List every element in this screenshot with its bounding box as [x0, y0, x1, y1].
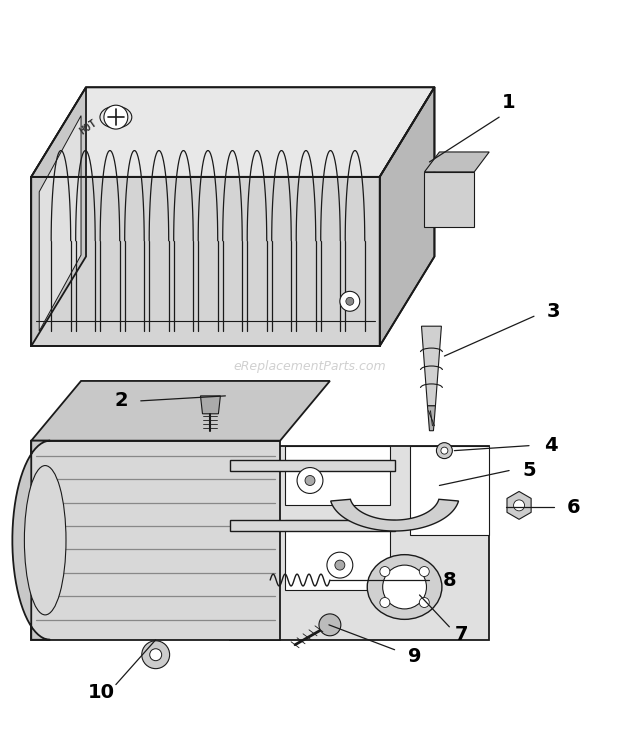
Polygon shape [425, 172, 474, 227]
Circle shape [380, 598, 390, 607]
Polygon shape [200, 396, 220, 414]
Ellipse shape [24, 466, 66, 615]
Circle shape [346, 297, 354, 305]
Text: 8: 8 [443, 570, 456, 590]
Polygon shape [31, 441, 280, 640]
Text: 7: 7 [454, 626, 468, 644]
Text: 4: 4 [544, 436, 558, 455]
Polygon shape [231, 446, 489, 640]
Polygon shape [12, 441, 50, 640]
Circle shape [380, 567, 390, 576]
Circle shape [297, 467, 323, 493]
Text: 3: 3 [547, 302, 560, 321]
Ellipse shape [367, 555, 442, 620]
Circle shape [436, 442, 453, 459]
Polygon shape [31, 88, 86, 346]
Circle shape [419, 567, 429, 576]
Polygon shape [31, 381, 330, 441]
Polygon shape [410, 446, 489, 535]
Polygon shape [31, 177, 379, 346]
Text: 9: 9 [408, 647, 421, 666]
Text: HOT: HOT [78, 118, 99, 137]
Polygon shape [330, 499, 459, 531]
Text: 10: 10 [87, 683, 115, 702]
Circle shape [305, 475, 315, 486]
Polygon shape [425, 152, 489, 172]
Polygon shape [39, 116, 81, 331]
Text: eReplacementParts.com: eReplacementParts.com [234, 359, 386, 372]
Circle shape [142, 641, 170, 668]
Circle shape [419, 598, 429, 607]
Text: 6: 6 [567, 498, 580, 517]
Polygon shape [427, 406, 435, 431]
Text: 2: 2 [114, 392, 128, 411]
Circle shape [104, 105, 128, 129]
Text: 5: 5 [522, 461, 536, 480]
Circle shape [327, 552, 353, 578]
Polygon shape [285, 520, 389, 590]
Polygon shape [379, 88, 435, 346]
Circle shape [513, 500, 525, 511]
Circle shape [340, 291, 360, 311]
Circle shape [335, 560, 345, 570]
Polygon shape [31, 88, 435, 177]
Polygon shape [231, 520, 394, 531]
Polygon shape [285, 446, 389, 506]
Polygon shape [231, 460, 394, 471]
Circle shape [149, 648, 162, 661]
Text: 1: 1 [502, 93, 516, 112]
Circle shape [441, 447, 448, 454]
Polygon shape [422, 326, 441, 406]
Circle shape [383, 565, 427, 609]
Circle shape [319, 614, 341, 636]
